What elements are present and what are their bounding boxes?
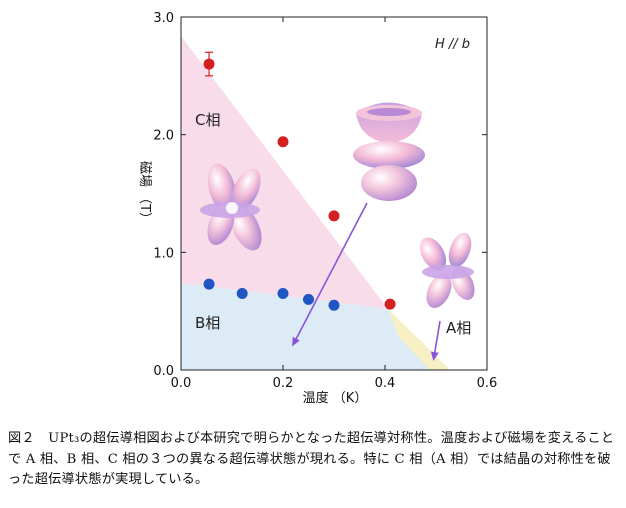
c-phase-gap-illustration (200, 163, 262, 251)
upper-critical-point (384, 298, 396, 310)
b-phase-pointer-arrow (292, 202, 368, 347)
c-phase-region (181, 36, 388, 309)
upper-critical-point (203, 58, 215, 70)
lower-transition-point (303, 293, 314, 305)
lower-transition-point (236, 288, 248, 300)
lower-transition-point (328, 299, 340, 311)
b-phase-label: B相 (195, 314, 220, 332)
x-tick-label: 0.6 (477, 376, 498, 391)
x-axis-label: 温度 （K） (303, 390, 368, 406)
y-tick-label: 0.0 (153, 364, 174, 379)
upper-critical-point (277, 136, 289, 148)
y-tick-label: 1.0 (153, 246, 174, 261)
x-tick-label: 0.0 (171, 376, 192, 391)
x-axis-ticks: 0.0 0.2 0.4 0.6 (171, 17, 498, 391)
plot-frame (180, 16, 488, 371)
upper-critical-point (328, 210, 340, 222)
y-tick-label: 2.0 (153, 129, 174, 144)
y-axis-label: 磁場 （T） (137, 161, 152, 225)
a-phase-gap-illustration (419, 232, 475, 308)
x-tick-label: 0.4 (375, 376, 396, 391)
x-tick-label: 0.2 (273, 376, 294, 391)
y-axis-ticks: 0.0 1.0 2.0 3.0 (153, 11, 487, 379)
b-phase-gap-illustration (353, 102, 425, 201)
phase-diagram-figure: 0.0 0.2 0.4 0.6 0.01.02.03.0 温度 （K） 磁場 （T） … (137, 11, 498, 406)
b-phase-region (181, 283, 450, 370)
y-tick-label: 3.0 (153, 11, 174, 26)
field-direction-annotation: H // b (435, 37, 470, 52)
lower-transition-point (203, 278, 215, 290)
figure-caption: 図２ UPt₃の超伝導相図および本研究で明らかとなった超伝導対称性。温度および磁… (8, 431, 615, 487)
phase-regions (181, 36, 450, 370)
a-phase-pointer-arrow (430, 320, 441, 361)
a-phase-label: A相 (446, 319, 471, 337)
c-phase-label: C相 (195, 111, 220, 129)
data-markers (203, 51, 396, 311)
lower-transition-point (277, 288, 289, 300)
